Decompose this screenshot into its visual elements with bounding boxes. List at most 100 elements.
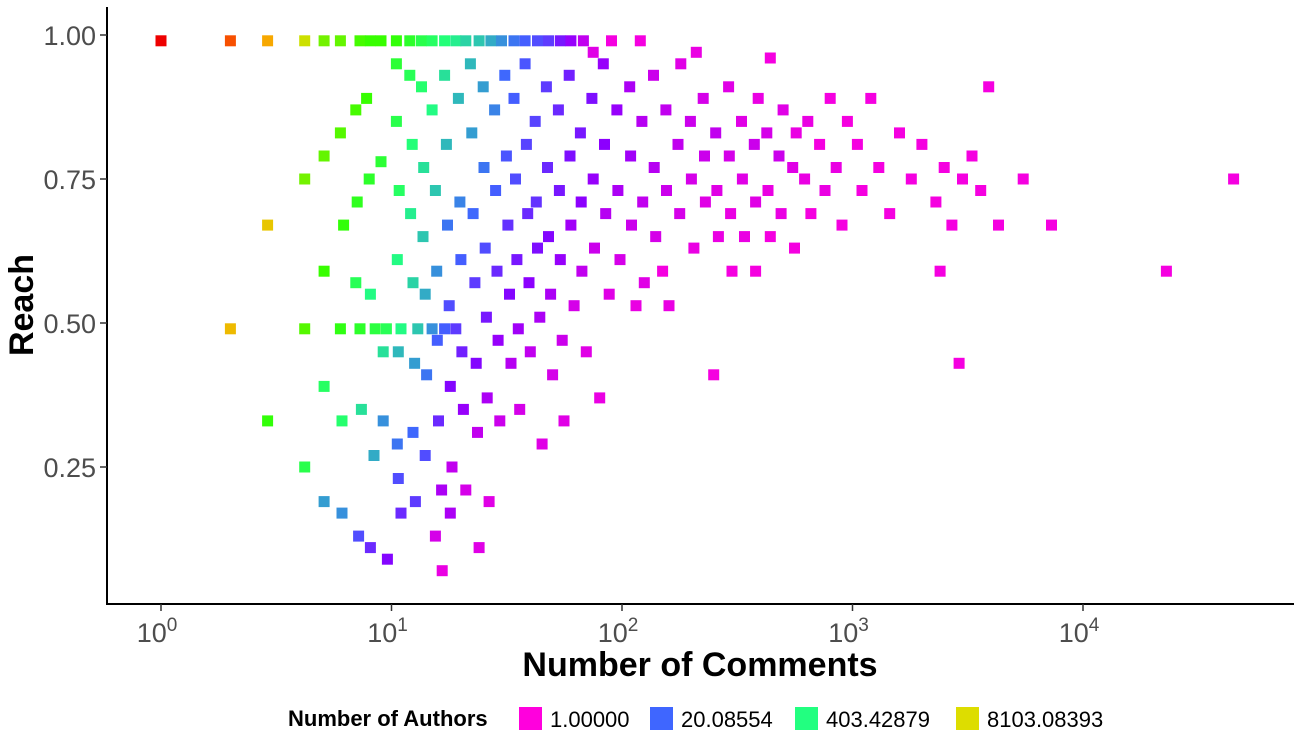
heatmap-bin bbox=[407, 426, 419, 438]
heatmap-bin bbox=[752, 92, 764, 104]
heatmap-bin bbox=[624, 81, 636, 93]
heatmap-bin bbox=[155, 35, 167, 47]
heatmap-bin bbox=[597, 58, 609, 70]
heatmap-bin bbox=[478, 162, 490, 173]
heatmap-bin bbox=[802, 115, 814, 127]
legend-label: 20.08554 bbox=[681, 707, 773, 732]
heatmap-bin bbox=[429, 185, 441, 196]
heatmap-bin bbox=[262, 219, 274, 231]
heatmap-bin bbox=[750, 196, 762, 208]
heatmap-bin bbox=[338, 219, 350, 231]
heatmap-bin bbox=[574, 127, 586, 139]
heatmap-bin bbox=[554, 254, 566, 266]
heatmap-bin bbox=[565, 35, 577, 47]
heatmap-bin bbox=[580, 346, 592, 358]
heatmap-bin bbox=[556, 334, 568, 346]
heatmap-bin bbox=[708, 369, 720, 381]
heatmap-bin bbox=[739, 231, 750, 243]
heatmap-bin bbox=[469, 277, 481, 289]
heatmap-bin bbox=[946, 219, 958, 231]
heatmap-bin bbox=[318, 150, 330, 162]
heatmap-bin bbox=[543, 35, 554, 47]
heatmap-bin bbox=[957, 173, 968, 185]
heatmap-bin bbox=[406, 138, 418, 150]
heatmap-bin bbox=[865, 92, 877, 104]
heatmap-bin bbox=[672, 138, 684, 150]
heatmap-bin bbox=[355, 403, 367, 415]
heatmap-bin bbox=[661, 185, 672, 196]
heatmap-bin bbox=[395, 507, 407, 519]
heatmap-bin bbox=[464, 58, 476, 70]
heatmap-bin bbox=[436, 565, 448, 577]
heatmap-bin bbox=[404, 69, 416, 81]
heatmap-bin bbox=[824, 92, 836, 104]
heatmap-bin bbox=[674, 208, 686, 220]
heatmap-bin bbox=[930, 196, 942, 208]
heatmap-bin bbox=[452, 92, 464, 104]
x-tick-label: 104 bbox=[1059, 615, 1100, 648]
heatmap-bin bbox=[587, 46, 599, 58]
heatmap-bin bbox=[299, 35, 311, 47]
heatmap-bin bbox=[775, 208, 787, 220]
heatmap-bin bbox=[440, 138, 452, 150]
legend-label: 1.00000 bbox=[550, 707, 630, 732]
x-axis-ticks: 100 101 102 103 104 bbox=[137, 604, 1100, 648]
heatmap-bin bbox=[369, 323, 381, 335]
heatmap-bin bbox=[634, 35, 646, 47]
heatmap-bin bbox=[600, 208, 612, 220]
heatmap-bin bbox=[841, 115, 853, 127]
heatmap-bin bbox=[443, 300, 455, 312]
heatmap-bin bbox=[543, 231, 554, 243]
heatmap-bin bbox=[520, 138, 532, 150]
heatmap-bin bbox=[1228, 173, 1240, 185]
heatmap-bin bbox=[723, 81, 735, 93]
heatmap-bin bbox=[529, 115, 541, 127]
heatmap-bin bbox=[725, 208, 737, 220]
heatmap-bin bbox=[470, 357, 482, 369]
heatmap-bin bbox=[334, 127, 346, 139]
y-tick-label: 0.75 bbox=[43, 165, 96, 195]
legend-key bbox=[650, 707, 673, 730]
heatmap-bin bbox=[334, 35, 346, 47]
heatmap-bin bbox=[519, 35, 531, 47]
heatmap-bin bbox=[638, 277, 650, 289]
heatmap-bin bbox=[540, 81, 552, 93]
heatmap-bin bbox=[814, 138, 826, 150]
heatmap-bin bbox=[409, 357, 421, 369]
heatmap-bin bbox=[552, 104, 564, 116]
heatmap-bin bbox=[419, 450, 431, 461]
heatmap-bin bbox=[457, 403, 469, 415]
heatmap-bin bbox=[983, 81, 995, 93]
heatmap-bin bbox=[491, 265, 503, 277]
heatmap-bin bbox=[353, 530, 365, 542]
heatmap-bin bbox=[536, 438, 548, 450]
heatmap-bin bbox=[492, 334, 504, 346]
heatmap-bin bbox=[391, 438, 403, 450]
heatmap-bin bbox=[417, 231, 429, 243]
heatmap-bin bbox=[392, 346, 404, 358]
heatmap-bin bbox=[390, 58, 402, 70]
heatmap-bin bbox=[894, 127, 905, 139]
heatmap-bin bbox=[712, 231, 724, 243]
legend-key bbox=[795, 707, 818, 730]
heatmap-bin bbox=[392, 473, 404, 484]
heatmap-bin bbox=[421, 369, 433, 381]
heatmap-bin bbox=[416, 35, 427, 47]
y-tick-label: 0.50 bbox=[43, 309, 96, 339]
heatmap-bin bbox=[375, 35, 387, 47]
heatmap-bin bbox=[460, 35, 472, 47]
heatmap-bin bbox=[350, 277, 362, 289]
heatmap-bin bbox=[496, 35, 507, 47]
heatmap-bin bbox=[589, 242, 600, 254]
heatmap-bin bbox=[577, 35, 589, 47]
heatmap-bin bbox=[224, 35, 236, 47]
heatmap-bin bbox=[684, 115, 696, 127]
heatmap-bin bbox=[439, 69, 451, 81]
heatmap-bin bbox=[480, 311, 492, 323]
heatmap-bin bbox=[736, 173, 748, 185]
heatmap-bin bbox=[361, 92, 373, 104]
y-axis-title: Reach bbox=[3, 254, 41, 356]
heatmap-bin bbox=[905, 173, 917, 185]
heatmap-bin bbox=[485, 35, 497, 47]
heatmap-bin bbox=[511, 254, 523, 266]
